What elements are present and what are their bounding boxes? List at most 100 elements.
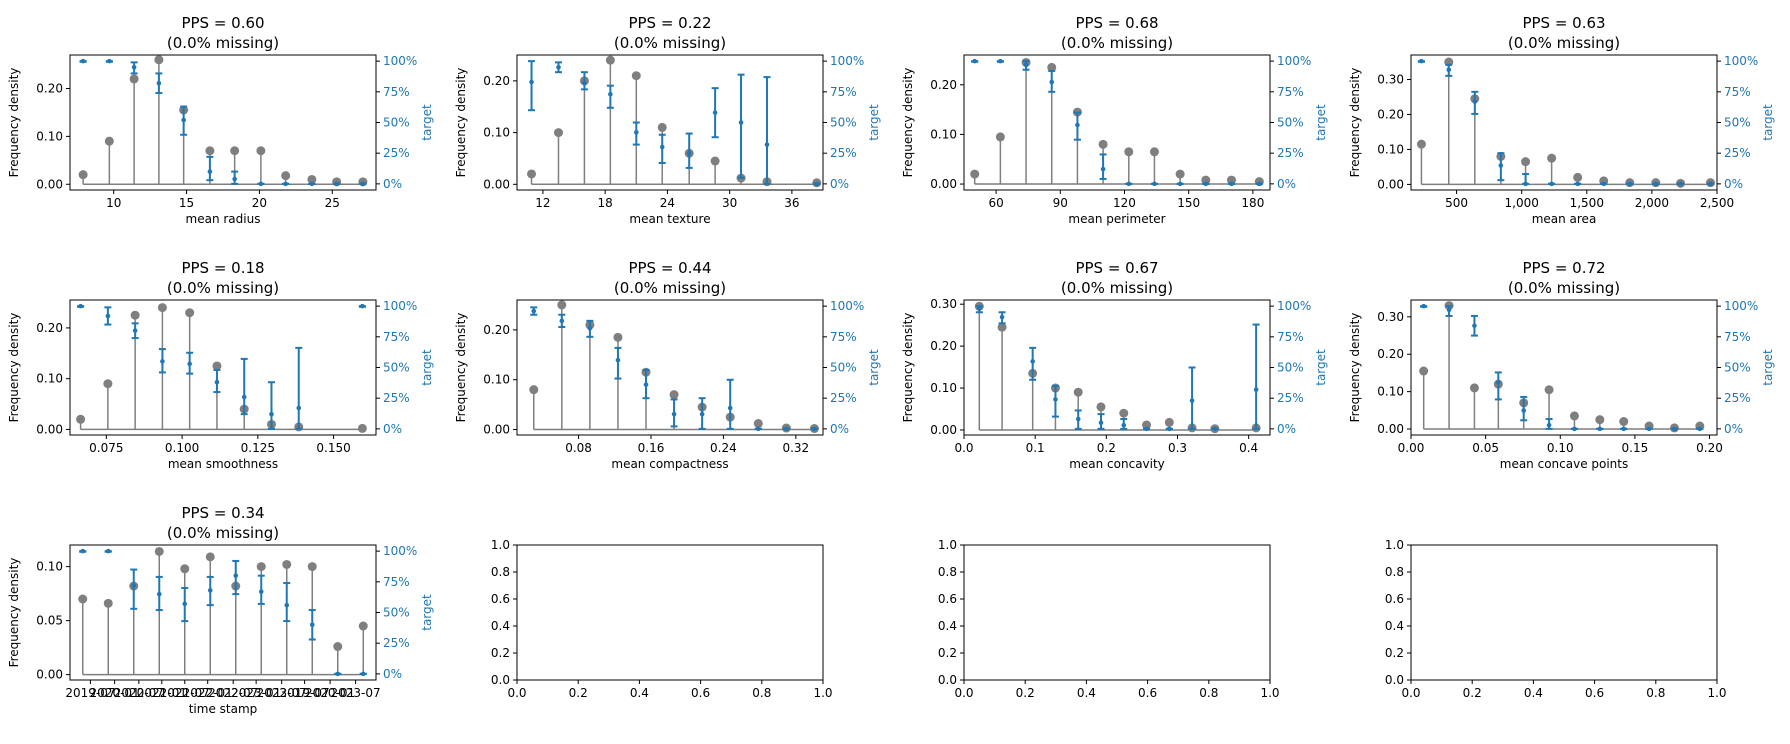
target-mean-point bbox=[233, 573, 239, 578]
y-tick-label: 0.20 bbox=[930, 339, 957, 353]
target-mean-point bbox=[1472, 323, 1477, 329]
stem-marker bbox=[103, 598, 113, 608]
y2-tick-label: 25% bbox=[383, 391, 410, 405]
target-mean-point bbox=[1049, 79, 1055, 85]
target-mean-point bbox=[207, 169, 213, 174]
x-tick-label: 0.0 bbox=[954, 441, 973, 455]
x-tick-label: 2020-07 bbox=[114, 686, 164, 700]
x-tick-label: 30 bbox=[722, 196, 737, 210]
target-mean-point bbox=[587, 325, 593, 331]
stem-marker bbox=[230, 146, 240, 156]
target-mean-point bbox=[1152, 181, 1157, 187]
y2-tick-label: 0% bbox=[1277, 422, 1296, 436]
stem-marker bbox=[78, 594, 88, 604]
x-tick-label: 0.4 bbox=[630, 686, 649, 700]
y2-tick-label: 100% bbox=[830, 299, 864, 313]
stem-marker bbox=[333, 642, 343, 652]
target-mean-point bbox=[105, 313, 111, 319]
stem-marker bbox=[154, 55, 164, 65]
y-tick-label: 0.2 bbox=[491, 646, 510, 660]
target-mean-point bbox=[80, 58, 86, 64]
y2-tick-label: 50% bbox=[383, 606, 410, 620]
target-mean-point bbox=[755, 426, 761, 432]
target-mean-point bbox=[972, 58, 977, 64]
stem-marker bbox=[557, 300, 567, 310]
target-mean-point bbox=[1572, 426, 1577, 432]
y2-tick-label: 75% bbox=[383, 330, 410, 344]
target-mean-point bbox=[1121, 422, 1127, 428]
target-mean-point bbox=[207, 588, 213, 593]
y-tick-label: 0.20 bbox=[483, 74, 510, 88]
y-axis-label: Frequency density bbox=[454, 313, 468, 423]
y-tick-label: 0.00 bbox=[1377, 177, 1404, 191]
y2-tick-label: 100% bbox=[830, 54, 864, 68]
y2-tick-label: 100% bbox=[383, 54, 417, 68]
subplot-title: PPS = 0.72 bbox=[1522, 259, 1605, 277]
stem-marker bbox=[527, 169, 537, 179]
x-tick-label: 0.075 bbox=[89, 441, 123, 455]
target-mean-point bbox=[335, 671, 341, 677]
axes-frame bbox=[516, 544, 824, 681]
target-mean-point bbox=[1053, 397, 1058, 402]
x-tick-label: 20 bbox=[252, 196, 267, 210]
y2-tick-label: 75% bbox=[383, 575, 410, 589]
stem-marker bbox=[256, 146, 266, 156]
y-axis-label: Frequency density bbox=[1348, 68, 1362, 178]
target-mean-point bbox=[1229, 181, 1234, 187]
y-tick-label: 0.10 bbox=[36, 560, 63, 574]
stem-marker bbox=[1226, 175, 1236, 185]
stem-marker bbox=[78, 170, 88, 180]
x-tick-label: 0.08 bbox=[565, 441, 592, 455]
x-tick-label: 15 bbox=[179, 196, 194, 210]
stem-marker bbox=[631, 71, 641, 81]
target-mean-point bbox=[309, 181, 315, 187]
stem-marker bbox=[1164, 417, 1174, 427]
y2-tick-label: 25% bbox=[383, 636, 410, 650]
target-mean-point bbox=[334, 181, 339, 187]
y-tick-label: 0.2 bbox=[938, 646, 957, 660]
y2-tick-label: 100% bbox=[1277, 299, 1311, 313]
stem-marker bbox=[605, 55, 615, 65]
x-tick-label: 2021-01 bbox=[137, 686, 187, 700]
stem-marker bbox=[997, 322, 1007, 332]
stem-marker bbox=[553, 128, 563, 138]
target-mean-point bbox=[812, 426, 817, 432]
subplot-8: 0.00 0.05 0.10 0.15 0.20 0.00 0.10 0.20 0.30 PPS … bbox=[1348, 259, 1775, 471]
x-tick-label: 1.0 bbox=[1260, 686, 1279, 700]
y-tick-label: 0.30 bbox=[1377, 72, 1404, 86]
target-mean-point bbox=[269, 411, 274, 417]
y-tick-label: 0.20 bbox=[930, 78, 957, 92]
target-mean-point bbox=[258, 589, 264, 594]
y2-tick-label: 75% bbox=[1277, 330, 1304, 344]
y2-tick-label: 75% bbox=[830, 85, 857, 99]
x-tick-label: 0.1 bbox=[1026, 441, 1045, 455]
y-tick-label: 0.20 bbox=[36, 82, 63, 96]
x-tick-label: 12 bbox=[535, 196, 550, 210]
x-tick-label: 0.0 bbox=[507, 686, 526, 700]
x-tick-label: 0.2 bbox=[569, 686, 588, 700]
target-mean-point bbox=[131, 64, 137, 70]
target-mean-point bbox=[582, 80, 587, 86]
stem-marker bbox=[180, 564, 190, 574]
target-mean-point bbox=[671, 411, 677, 417]
subplot-5: 0.075 0.100 0.125 0.150 0.00 0.10 0.20 PPS = 0.… bbox=[7, 259, 434, 471]
target-mean-point bbox=[1023, 62, 1029, 68]
stem-marker bbox=[1201, 175, 1211, 185]
target-mean-point bbox=[764, 142, 770, 147]
y-tick-label: 0.8 bbox=[491, 565, 510, 579]
x-tick-label: 1,500 bbox=[1570, 196, 1604, 210]
target-mean-point bbox=[1189, 398, 1195, 403]
stem-marker bbox=[1469, 383, 1479, 393]
y2-tick-label: 100% bbox=[1277, 54, 1311, 68]
subplot-title: PPS = 0.22 bbox=[628, 14, 711, 32]
x-tick-label: 0.3 bbox=[1168, 441, 1187, 455]
stem-marker bbox=[1416, 139, 1426, 149]
y-axis-label: Frequency density bbox=[901, 68, 915, 178]
y-axis-label: Frequency density bbox=[7, 68, 21, 178]
target-mean-point bbox=[1167, 426, 1172, 432]
target-mean-point bbox=[712, 110, 718, 115]
target-mean-point bbox=[1075, 122, 1080, 128]
y-tick-label: 0.30 bbox=[1377, 310, 1404, 324]
y-tick-label: 0.0 bbox=[938, 673, 957, 687]
